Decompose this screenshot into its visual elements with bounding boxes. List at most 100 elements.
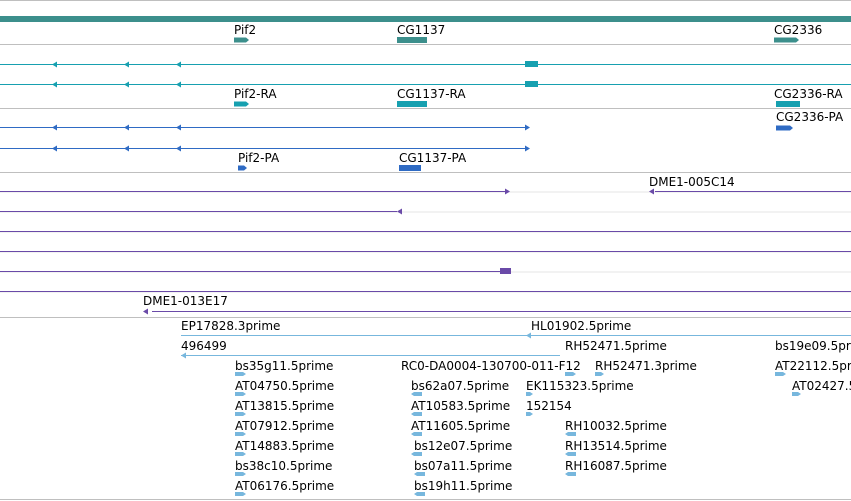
est-label[interactable]: AT13815.5prime [235, 399, 335, 413]
arrow-left-icon [649, 188, 654, 195]
est-glyph [411, 412, 422, 416]
track-separator [0, 317, 851, 318]
arrow-left-icon [526, 332, 531, 339]
clone-label-dme1-013e17[interactable]: DME1-013E17 [143, 294, 228, 308]
est-glyph [414, 492, 425, 496]
est-label[interactable]: AT07912.5prime [235, 419, 335, 433]
arrow-left-icon [124, 145, 129, 152]
est-glyph [235, 472, 246, 476]
arrow-right-icon [525, 145, 530, 152]
transcript-glyph-pif2-ra [234, 101, 249, 107]
arrow-right-icon [525, 124, 530, 131]
protein-label-pif2-pa[interactable]: Pif2-PA [238, 151, 280, 165]
est-glyph [526, 392, 533, 396]
est-label[interactable]: RH52471.5prime [565, 339, 667, 353]
arrow-left-icon [124, 61, 129, 68]
track-separator [0, 108, 851, 109]
est-glyph [411, 392, 422, 396]
track-separator [0, 0, 851, 1]
gene-label-pif2[interactable]: Pif2 [234, 23, 257, 37]
est-label[interactable]: AT22112.5prime [775, 359, 851, 373]
est-label[interactable]: AT02427.5prime [792, 379, 851, 393]
track-separator [0, 44, 851, 45]
arrow-left-icon [52, 124, 57, 131]
protein-label-cg2336-pa[interactable]: CG2336-PA [776, 110, 844, 124]
arrow-left-icon [181, 352, 186, 359]
arrow-left-icon [176, 81, 181, 88]
est-glyph [414, 472, 425, 476]
est-glyph [235, 492, 246, 496]
est-label[interactable]: bs38c10.5prime [235, 459, 333, 473]
est-glyph [595, 372, 604, 376]
arrow-left-icon [124, 81, 129, 88]
clone-label-dme1-005c14[interactable]: DME1-005C14 [649, 175, 735, 189]
est-glyph [526, 412, 533, 416]
est-label[interactable]: AT10583.5prime [411, 399, 511, 413]
arrow-left-icon [176, 145, 181, 152]
est-label[interactable]: EK115323.5prime [526, 379, 634, 393]
arrow-right-icon [505, 188, 510, 195]
est-label[interactable]: bs35g11.5prime [235, 359, 334, 373]
arrow-left-icon [52, 81, 57, 88]
track-separator [0, 499, 851, 500]
est-glyph [235, 372, 246, 376]
arrow-left-icon [176, 61, 181, 68]
arrow-left-icon [143, 308, 148, 315]
protein-label-cg1137-pa[interactable]: CG1137-PA [399, 151, 467, 165]
protein-glyph-cg1137-pa [399, 165, 421, 171]
gene-glyph-pif2 [234, 37, 249, 43]
mrna-exon [525, 61, 538, 67]
est-label[interactable]: RC0-DA0004-130700-011-F12 [401, 359, 581, 373]
transcript-glyph-cg2336-ra [776, 101, 800, 107]
est-label[interactable]: AT14883.5prime [235, 439, 335, 453]
track-separator [0, 172, 851, 173]
est-glyph [411, 432, 422, 436]
arrow-left-icon [52, 61, 57, 68]
est-label[interactable]: AT06176.5prime [235, 479, 335, 493]
est-glyph [565, 452, 576, 456]
est-glyph [235, 432, 246, 436]
est-label[interactable]: 152154 [526, 399, 572, 413]
transcript-label-pif2-ra[interactable]: Pif2-RA [234, 87, 277, 101]
est-label[interactable]: bs62a07.5prime [411, 379, 510, 393]
transcript-label-cg1137-ra[interactable]: CG1137-RA [397, 87, 466, 101]
est-glyph [775, 372, 786, 376]
est-label[interactable]: AT11605.5prime [411, 419, 511, 433]
est-label[interactable]: RH16087.5prime [565, 459, 667, 473]
est-glyph [235, 412, 246, 416]
protein-glyph-cg2336-pa [776, 125, 793, 131]
est-label[interactable]: RH52471.3prime [595, 359, 697, 373]
est-label[interactable]: HL01902.5prime [531, 319, 632, 333]
est-label[interactable]: bs07a11.5prime [414, 459, 513, 473]
arrow-left-icon [176, 124, 181, 131]
transcript-label-cg2336-ra[interactable]: CG2336-RA [774, 87, 843, 101]
est-label[interactable]: bs12e07.5prime [414, 439, 513, 453]
est-glyph [235, 452, 246, 456]
est-label[interactable]: 496499 [181, 339, 227, 353]
arrow-left-icon [52, 145, 57, 152]
arrow-left-icon [397, 208, 402, 215]
est-glyph [411, 452, 422, 456]
est-glyph [565, 432, 576, 436]
gene-track-bar [0, 16, 851, 22]
est-glyph [565, 372, 576, 376]
gene-label-cg2336[interactable]: CG2336 [774, 23, 823, 37]
arrow-left-icon [124, 124, 129, 131]
est-label[interactable]: EP17828.3prime [181, 319, 281, 333]
mrna-exon [525, 81, 538, 87]
est-glyph [792, 392, 801, 396]
gene-label-cg1137[interactable]: CG1137 [397, 23, 446, 37]
clone-exon [500, 268, 511, 274]
est-label[interactable]: AT04750.5prime [235, 379, 335, 393]
protein-glyph-pif2-pa [238, 165, 247, 171]
est-glyph [235, 392, 246, 396]
est-glyph [565, 472, 576, 476]
est-label[interactable]: bs19e09.5prime [775, 339, 851, 353]
gene-glyph-cg2336 [774, 37, 799, 43]
transcript-glyph-cg1137-ra [397, 101, 427, 107]
est-label[interactable]: bs19h11.5prime [414, 479, 513, 493]
est-label[interactable]: RH10032.5prime [565, 419, 667, 433]
est-label[interactable]: RH13514.5prime [565, 439, 667, 453]
